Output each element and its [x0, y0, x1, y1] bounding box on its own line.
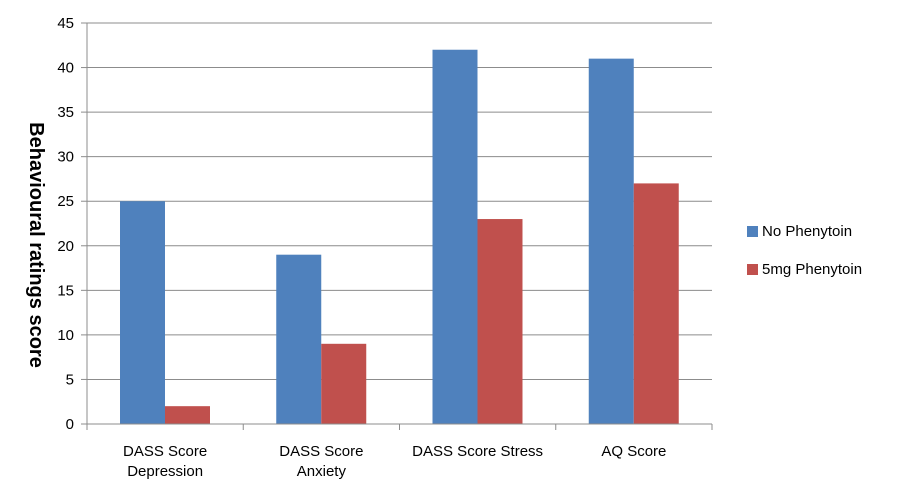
bar-5mg-phenytoin: [477, 219, 523, 424]
bar-5mg-phenytoin: [633, 183, 679, 424]
x-tick-label: DASS Score Depression: [123, 443, 207, 480]
y-tick-label: 40: [57, 60, 74, 77]
x-tick-label: AQ Score: [601, 443, 666, 460]
y-tick-label: 35: [57, 104, 74, 121]
x-tick-label: DASS Score Stress: [412, 443, 543, 460]
legend: No Phenytoin 5mg Phenytoin: [747, 221, 862, 297]
y-tick-label: 10: [57, 327, 74, 344]
x-tick-labels: DASS Score Depression DASS Score Anxiety DAS…: [123, 443, 666, 480]
gridlines: [87, 22, 712, 425]
legend-item-5mg-phenytoin: 5mg Phenytoin: [747, 259, 862, 279]
y-tick-label: 45: [57, 15, 74, 32]
legend-swatch: [747, 263, 758, 275]
y-axis-label: Behavioural ratings score: [25, 122, 47, 368]
bar-5mg-phenytoin: [321, 343, 367, 424]
legend-item-no-phenytoin: No Phenytoin: [747, 221, 862, 241]
y-tick-labels: 0 5 10 15 20 25 30 35 40 45: [57, 15, 74, 433]
bar-no-phenytoin: [120, 201, 165, 424]
y-tick-label: 15: [57, 282, 74, 299]
y-tick-label: 30: [57, 149, 74, 166]
bar-5mg-phenytoin: [165, 406, 210, 424]
y-tick-label: 5: [66, 371, 74, 388]
legend-label: 5mg Phenytoin: [762, 260, 863, 278]
y-tick-label: 0: [66, 416, 74, 433]
x-tick-label: DASS Score Anxiety: [279, 443, 363, 480]
axes: [81, 22, 713, 430]
y-tick-label: 20: [57, 238, 74, 255]
legend-label: No Phenytoin: [762, 222, 853, 240]
bar-no-phenytoin: [588, 58, 634, 425]
legend-swatch: [747, 225, 758, 237]
bar-no-phenytoin: [276, 254, 322, 424]
y-tick-label: 25: [57, 193, 74, 210]
bar-no-phenytoin: [432, 49, 478, 424]
bars: [120, 49, 679, 425]
